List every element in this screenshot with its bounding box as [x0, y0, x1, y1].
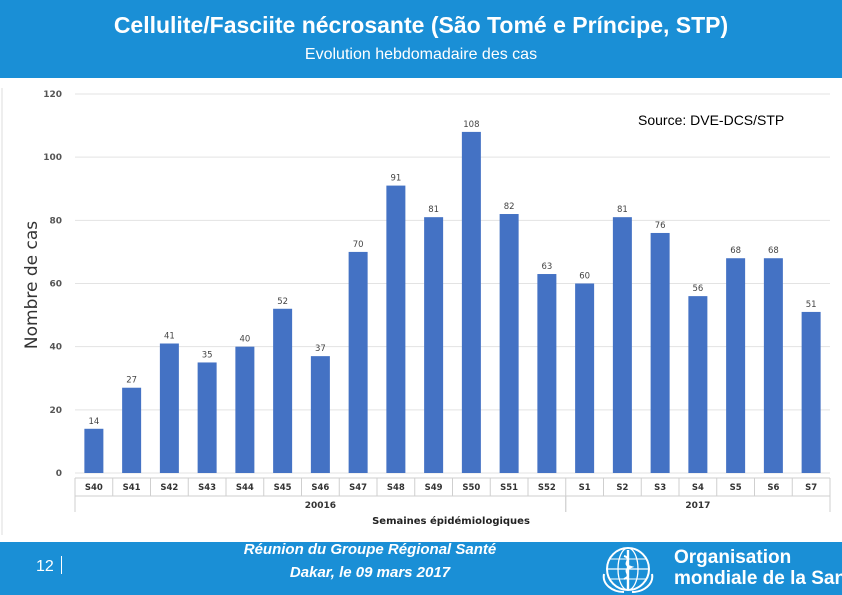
x-tick-label: S6 [767, 483, 779, 493]
who-name-line-2: mondiale de la Santé [674, 568, 842, 589]
meeting-line-1: Réunion du Groupe Régional Santé [243, 541, 497, 558]
bar-chart: 0 20 40 60 80 100 120 Nombre de cas 14 27 41 35 40 52… [1, 88, 831, 535]
y-tick-label: 60 [49, 280, 62, 290]
x-tick-label: S2 [616, 483, 628, 493]
data-label: 68 [730, 246, 741, 256]
data-label: 81 [428, 205, 439, 215]
data-label: 81 [617, 205, 628, 215]
who-organisation-name: Organisation mondiale de la Santé [674, 547, 842, 589]
chart-area: 0 20 40 60 80 100 120 Nombre de cas 14 27 41 35 40 52… [0, 80, 842, 542]
bar-S42 [159, 343, 179, 473]
data-label: 63 [541, 262, 552, 272]
y-tick-label: 40 [49, 343, 62, 353]
y-tick-label: 0 [56, 469, 62, 479]
bar-S5 [726, 258, 746, 473]
data-label: 14 [88, 417, 99, 427]
source-note: Source: DVE-DCS/STP [638, 112, 785, 128]
x-tick-label: S42 [160, 483, 178, 493]
bar-S41 [122, 387, 142, 473]
page-number: 12 [36, 558, 54, 575]
x-tick-label: S50 [462, 483, 480, 493]
x-tick-label: S4 [692, 483, 704, 493]
bar-S50 [461, 131, 481, 473]
x-tick-label: S7 [805, 483, 817, 493]
page-title: Cellulite/Fasciite nécrosante (São Tomé … [113, 12, 729, 38]
y-axis-title: Nombre de cas [22, 221, 42, 349]
data-label: 70 [353, 240, 364, 250]
data-label: 91 [390, 174, 401, 184]
bar-S45 [273, 308, 293, 473]
y-tick-label: 20 [49, 406, 62, 416]
data-label: 68 [768, 246, 779, 256]
x-tick-label: S52 [538, 483, 556, 493]
data-label: 40 [239, 335, 250, 345]
footer-bar [0, 542, 842, 595]
bar-S6 [763, 258, 783, 473]
meeting-line-2: Dakar, le 09 mars 2017 [289, 564, 451, 581]
data-label: 108 [463, 120, 479, 130]
x-tick-label: S46 [311, 483, 329, 493]
bar-S48 [386, 185, 406, 473]
x-tick-label: S47 [349, 483, 367, 493]
data-label: 52 [277, 297, 288, 307]
x-tick-label: S1 [579, 483, 591, 493]
x-tick-label: S40 [85, 483, 103, 493]
data-label: 35 [202, 350, 213, 360]
bar-S43 [197, 362, 217, 473]
bar-S47 [348, 251, 368, 473]
bar-S52 [537, 274, 557, 473]
x-tick-label: S49 [425, 483, 443, 493]
data-label: 82 [504, 202, 515, 212]
y-tick-label: 80 [49, 216, 62, 226]
x-tick-label: S5 [730, 483, 742, 493]
bar-S44 [235, 346, 255, 473]
bar-S1 [575, 283, 595, 473]
data-label: 27 [126, 376, 137, 386]
bar-S7 [801, 311, 821, 473]
x-tick-label: S41 [123, 483, 141, 493]
header-bar [0, 0, 842, 78]
x-tick-label: S44 [236, 483, 254, 493]
bar-S3 [650, 232, 670, 473]
who-name-line-1: Organisation [674, 547, 792, 568]
y-tick-label: 100 [43, 153, 62, 163]
who-emblem-icon [602, 547, 654, 593]
bar-S40 [84, 428, 104, 473]
x-tick-label: S43 [198, 483, 216, 493]
x-group-label: 20016 [305, 501, 336, 511]
x-tick-label: S3 [654, 483, 666, 493]
y-tick-label: 120 [43, 90, 62, 100]
x-tick-label: S48 [387, 483, 405, 493]
bar-S51 [499, 214, 519, 473]
x-tick-label: S51 [500, 483, 518, 493]
data-label: 56 [692, 284, 703, 294]
data-label: 60 [579, 272, 590, 282]
meeting-info: Réunion du Groupe Régional Santé Dakar, … [200, 538, 540, 584]
bar-S4 [688, 296, 708, 473]
bar-S46 [310, 356, 330, 473]
bar-S49 [424, 217, 444, 473]
x-group-label: 2017 [685, 501, 710, 511]
x-tick-label: S45 [274, 483, 292, 493]
data-label: 51 [806, 300, 817, 310]
x-axis-title: Semaines épidémiologiques [372, 515, 530, 527]
page-subtitle: Evolution hebdomadaire des cas [304, 46, 538, 63]
data-label: 76 [655, 221, 666, 231]
page-number-divider [61, 556, 62, 574]
data-label: 37 [315, 344, 326, 354]
bar-S2 [612, 217, 632, 473]
data-label: 41 [164, 332, 175, 342]
